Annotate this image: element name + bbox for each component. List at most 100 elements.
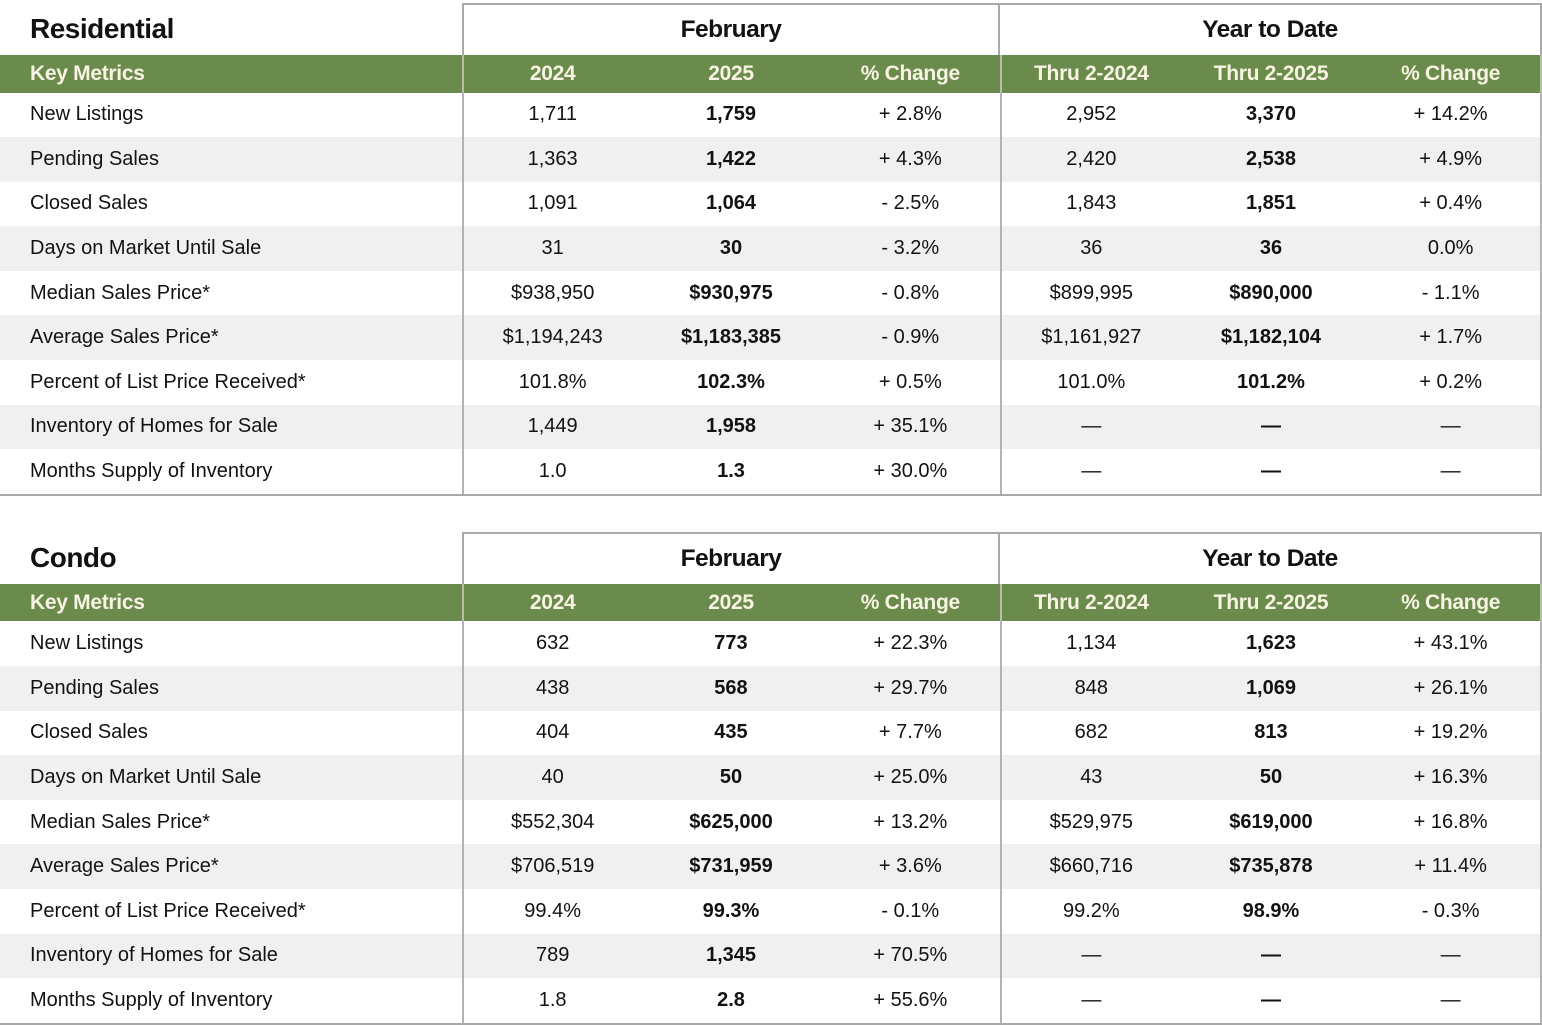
value-feb-change: + 3.6%: [878, 855, 942, 878]
value-ytd-2024: 43: [999, 755, 1181, 800]
table-row: Average Sales Price* $1,194,243 $1,183,3…: [0, 315, 1542, 361]
metric-label: New Listings: [30, 632, 144, 655]
value-ytd-2025: $890,000: [1229, 281, 1313, 304]
value-feb-2024: 789: [462, 933, 641, 979]
value-ytd-2025: $619,000: [1229, 810, 1313, 833]
col-header-feb-change: % Change: [860, 61, 960, 85]
metric-label: New Listings: [30, 103, 144, 126]
value-ytd-2025: —: [1260, 944, 1281, 967]
february-section-header: February: [462, 531, 1000, 584]
value-feb-2024: 99.4%: [462, 888, 641, 934]
year-to-date-section-header: Year to Date: [1000, 3, 1542, 55]
value-ytd-2025: 101.2%: [1237, 370, 1305, 393]
condo-header-row: Condo February Year to Date: [0, 531, 1542, 584]
key-metrics-header-row: Key Metrics 2024 2025 % Change Thru 2-20…: [0, 55, 1542, 93]
value-feb-2024: 404: [462, 710, 641, 756]
value-feb-change: + 0.5%: [878, 370, 942, 393]
value-feb-2024: 1,363: [462, 137, 641, 182]
value-ytd-change: + 0.4%: [1361, 181, 1542, 227]
value-feb-change: - 0.1%: [881, 899, 940, 922]
condo-table: Condo February Year to Date Key Metrics …: [0, 531, 1542, 1025]
col-header-feb-2024: 2024: [462, 583, 641, 622]
value-ytd-change: + 1.7%: [1361, 315, 1542, 361]
col-header-feb-change: % Change: [860, 590, 960, 614]
value-ytd-change: + 14.2%: [1361, 92, 1542, 138]
value-feb-change: + 35.1%: [873, 415, 948, 438]
value-ytd-change: - 1.1%: [1361, 270, 1542, 316]
metric-label: Days on Market Until Sale: [30, 765, 262, 788]
value-feb-2025: 99.3%: [702, 899, 760, 922]
value-ytd-change: + 43.1%: [1361, 621, 1542, 666]
metric-label: Inventory of Homes for Sale: [30, 944, 278, 967]
value-ytd-2025: 1,069: [1245, 676, 1296, 699]
value-feb-2025: 435: [714, 721, 748, 744]
value-feb-2025: 50: [719, 765, 743, 788]
value-feb-2024: $706,519: [462, 844, 641, 889]
value-feb-2024: 632: [462, 621, 641, 666]
value-ytd-2025: 1,851: [1245, 192, 1296, 215]
table-row: Pending Sales 438 568 + 29.7% 848 1,069 …: [0, 665, 1542, 711]
table-row: Median Sales Price* $552,304 $625,000 + …: [0, 799, 1542, 845]
value-feb-change: - 2.5%: [881, 192, 940, 215]
table-row: Closed Sales 1,091 1,064 - 2.5% 1,843 1,…: [0, 181, 1542, 227]
metric-label: Inventory of Homes for Sale: [30, 415, 278, 438]
value-ytd-2025: 50: [1259, 765, 1283, 788]
value-feb-change: + 7.7%: [878, 721, 942, 744]
value-ytd-change: 0.0%: [1361, 226, 1542, 271]
value-ytd-change: + 16.3%: [1361, 755, 1542, 800]
condo-title: Condo: [30, 541, 117, 573]
metric-label: Closed Sales: [30, 192, 148, 215]
value-feb-2024: 1,091: [462, 181, 641, 227]
col-header-ytd-2024: Thru 2-2024: [999, 583, 1181, 622]
value-feb-2025: 1,345: [705, 944, 757, 967]
metric-label: Percent of List Price Received*: [30, 899, 306, 922]
residential-table: Residential February Year to Date Key Me…: [0, 3, 1542, 496]
value-ytd-2024: 101.0%: [999, 360, 1181, 405]
value-ytd-2025: —: [1260, 988, 1281, 1011]
metric-label: Closed Sales: [30, 721, 148, 744]
metric-label: Months Supply of Inventory: [30, 460, 273, 483]
value-feb-2024: 1.8: [462, 978, 641, 1023]
col-header-ytd-2024: Thru 2-2024: [999, 55, 1181, 93]
value-ytd-2025: $735,878: [1229, 855, 1313, 878]
year-to-date-section-header: Year to Date: [1000, 531, 1542, 584]
value-feb-2024: 438: [462, 665, 641, 711]
col-header-feb-2024: 2024: [462, 55, 641, 93]
table-row: Percent of List Price Received* 99.4% 99…: [0, 888, 1542, 934]
value-feb-2025: 1,958: [705, 415, 757, 438]
value-feb-2024: 1,711: [462, 92, 641, 138]
metric-label: Pending Sales: [30, 676, 159, 699]
value-ytd-2025: 98.9%: [1242, 899, 1300, 922]
value-feb-change: + 4.3%: [878, 147, 942, 170]
value-ytd-2024: 1,843: [999, 181, 1181, 227]
value-ytd-2024: 682: [999, 710, 1181, 756]
value-ytd-2025: 1,623: [1245, 632, 1296, 655]
key-metrics-header: Key Metrics: [30, 590, 145, 614]
table-row: Pending Sales 1,363 1,422 + 4.3% 2,420 2…: [0, 137, 1542, 182]
value-feb-2025: $930,975: [689, 281, 773, 304]
value-ytd-2024: 2,952: [999, 92, 1181, 138]
value-feb-2025: 1.3: [717, 460, 745, 483]
february-section-header: February: [462, 3, 1000, 55]
value-feb-change: + 70.5%: [873, 944, 948, 967]
value-ytd-change: —: [1361, 404, 1542, 450]
residential-title: Residential: [30, 13, 174, 44]
value-feb-2025: $1,183,385: [680, 326, 782, 349]
table-row: Months Supply of Inventory 1.8 2.8 + 55.…: [0, 978, 1542, 1023]
value-ytd-2024: $660,716: [999, 844, 1181, 889]
value-ytd-2025: 2,538: [1245, 147, 1296, 170]
table-gap: [0, 496, 1542, 532]
col-header-ytd-change: % Change: [1361, 55, 1542, 93]
value-feb-2024: $552,304: [462, 799, 641, 845]
table-row: Inventory of Homes for Sale 789 1,345 + …: [0, 933, 1542, 979]
value-feb-2025: 568: [714, 676, 748, 699]
value-ytd-change: - 0.3%: [1361, 888, 1542, 934]
col-header-ytd-2025: Thru 2-2025: [1213, 590, 1329, 614]
value-ytd-2025: 813: [1254, 721, 1288, 744]
table-row: New Listings 1,711 1,759 + 2.8% 2,952 3,…: [0, 92, 1542, 138]
value-ytd-change: + 0.2%: [1361, 360, 1542, 405]
table-row: Months Supply of Inventory 1.0 1.3 + 30.…: [0, 449, 1542, 494]
metric-label: Days on Market Until Sale: [30, 237, 262, 260]
metric-label: Average Sales Price*: [30, 855, 219, 878]
value-feb-change: + 29.7%: [873, 676, 948, 699]
